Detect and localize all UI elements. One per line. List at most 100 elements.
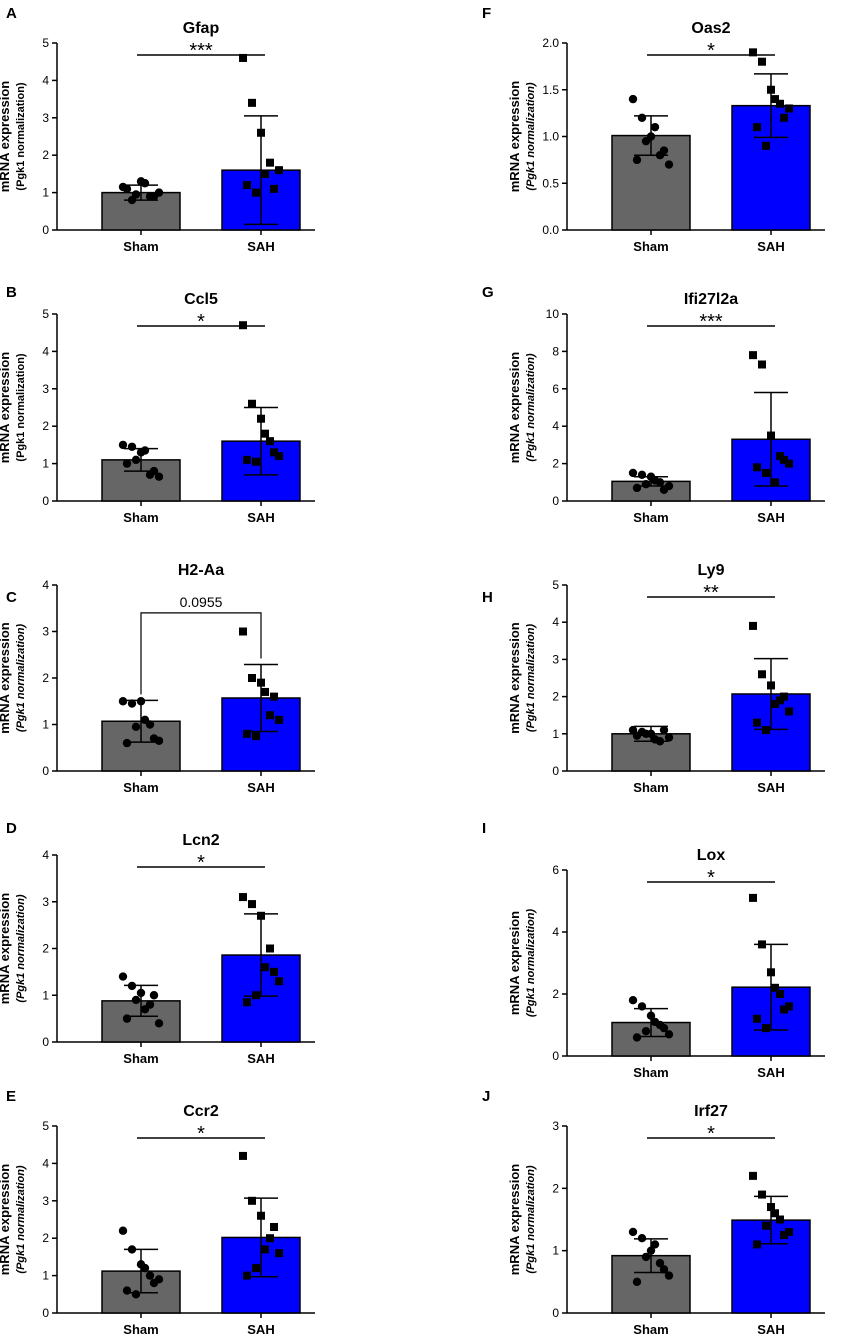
- data-point-sham: [664, 1271, 674, 1280]
- data-point-sham: [637, 113, 647, 123]
- y-tick-label: 1: [552, 727, 559, 741]
- panel-e: E Ccr2 mRNA expression (Pgk1 normalization)…: [0, 1088, 315, 1337]
- y-axis-sublabel: (Pgk1 normalization): [15, 1165, 27, 1274]
- data-point-sah: [261, 429, 269, 438]
- significance-bracket: [140, 612, 262, 695]
- data-point-sah: [275, 452, 283, 461]
- y-tick-label: 0.0: [542, 223, 559, 237]
- y-tick-label: 1: [42, 186, 49, 200]
- panel-letter: C: [6, 589, 17, 606]
- y-axis-label: mRNA expression: [507, 81, 522, 193]
- data-point-sah: [270, 448, 278, 457]
- x-category-label: Sham: [633, 1322, 668, 1337]
- y-axis-sublabel: (Pgk1 normalization): [15, 353, 27, 462]
- data-point-sham: [118, 697, 128, 706]
- data-point-sah: [762, 1221, 770, 1230]
- data-point-sham: [131, 1290, 141, 1299]
- data-point-sah: [753, 463, 761, 472]
- data-point-sah: [776, 1215, 784, 1224]
- x-category-label: Sham: [633, 780, 668, 795]
- data-point-sham: [628, 1227, 638, 1237]
- data-point-sah: [270, 692, 278, 701]
- data-point-sah: [270, 1222, 278, 1231]
- data-point-sham: [122, 738, 132, 748]
- data-point-sham: [650, 1240, 660, 1249]
- panel-letter: D: [6, 820, 17, 837]
- x-category-label: Sham: [123, 1322, 158, 1337]
- y-tick-label: 1: [552, 1244, 559, 1258]
- panel-b: B Ccl5 mRNA expression (Pgk1 normalization)…: [0, 284, 315, 525]
- data-point-sham: [149, 192, 159, 201]
- x-category-label: SAH: [757, 1322, 784, 1337]
- data-point-sham: [131, 722, 141, 732]
- data-point-sah: [261, 963, 269, 972]
- x-category-label: Sham: [123, 239, 158, 254]
- data-point-sham: [140, 715, 150, 725]
- data-point-sah: [266, 1234, 274, 1243]
- data-point-sah: [771, 95, 779, 104]
- x-category-label: Sham: [123, 780, 158, 795]
- data-point-sham: [127, 699, 137, 708]
- data-point-sah: [266, 944, 274, 953]
- y-tick-label: 5: [552, 578, 559, 592]
- data-point-sah: [749, 893, 757, 902]
- data-point-sah: [270, 967, 278, 976]
- y-tick-label: 0: [552, 1306, 559, 1320]
- x-category-label: SAH: [757, 239, 784, 254]
- data-point-sah: [239, 53, 247, 62]
- data-point-sham: [641, 1252, 651, 1262]
- chart-title: Lox: [697, 847, 726, 864]
- data-point-sham: [131, 455, 141, 465]
- x-category-label: Sham: [633, 239, 668, 254]
- chart-title: Lcn2: [182, 832, 219, 849]
- data-point-sah: [780, 455, 788, 464]
- x-category-label: Sham: [123, 510, 158, 525]
- data-point-sah: [776, 990, 784, 998]
- panel-j: J Irf27 mRNA expression (Pgk1 normalization…: [482, 1088, 825, 1337]
- x-category-label: SAH: [247, 1322, 274, 1337]
- y-tick-label: 0: [42, 494, 49, 508]
- data-point-sham: [632, 731, 642, 740]
- y-tick-label: 1: [42, 988, 49, 1002]
- y-tick-label: 4: [552, 419, 559, 433]
- data-point-sham: [154, 1019, 164, 1028]
- panel-letter: H: [482, 589, 493, 606]
- data-point-sah: [243, 181, 251, 190]
- data-point-sham: [118, 1226, 128, 1235]
- data-point-sah: [275, 1249, 283, 1258]
- y-tick-label: 8: [552, 344, 559, 358]
- significance-label: ***: [189, 40, 213, 62]
- data-point-sah: [758, 360, 766, 369]
- y-tick-label: 3: [42, 382, 49, 396]
- data-point-sham: [149, 1278, 159, 1288]
- data-point-sham: [641, 729, 651, 738]
- data-point-sah: [776, 99, 784, 108]
- panel-g: G Ifi27l2a mRNA expression (Pgk1 normalizat…: [482, 284, 825, 525]
- data-point-sham: [118, 972, 128, 981]
- data-point-sah: [261, 687, 269, 696]
- data-point-sham: [650, 122, 660, 132]
- y-tick-label: 0.5: [542, 176, 559, 190]
- x-category-label: SAH: [757, 510, 784, 525]
- data-point-sah: [248, 98, 256, 107]
- data-point-sham: [659, 1023, 669, 1033]
- y-axis-sublabel: (Pgk1 normalization): [525, 82, 537, 191]
- data-point-sah: [248, 900, 256, 909]
- data-point-sah: [785, 1002, 793, 1011]
- data-point-sham: [118, 440, 128, 450]
- y-axis-sublabel: (Pgk1 normalization): [525, 624, 537, 733]
- y-tick-label: 4: [42, 344, 49, 358]
- panel-c: C H2-Aa mRNA expression (Pgk1 normalization…: [0, 562, 315, 795]
- y-tick-label: 4: [42, 1156, 49, 1170]
- y-axis-sublabel: (Pgk1 normalization): [525, 1165, 537, 1274]
- data-point-sham: [632, 1277, 642, 1287]
- data-point-sah: [239, 1151, 247, 1160]
- data-point-sah: [780, 1231, 788, 1240]
- data-point-sham: [127, 442, 137, 451]
- data-point-sham: [131, 190, 141, 199]
- y-axis-sublabel: (Pgk1 normalization): [525, 353, 537, 462]
- y-tick-label: 2: [42, 148, 49, 162]
- data-point-sham: [650, 1017, 660, 1027]
- data-point-sah: [266, 158, 274, 167]
